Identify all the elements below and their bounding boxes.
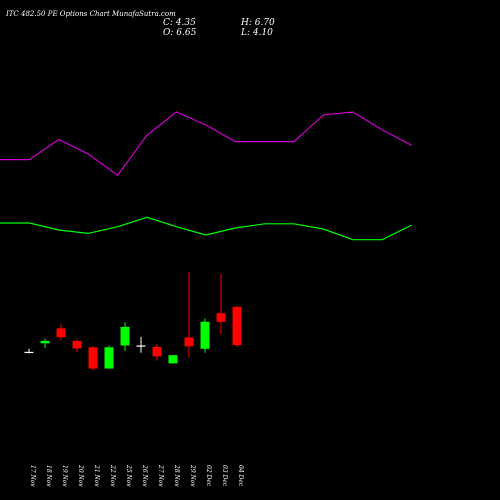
x-tick-label: 02 Dec	[205, 465, 212, 487]
candle-03-dec	[216, 274, 226, 335]
candle-body	[120, 326, 130, 346]
candle-body	[88, 347, 98, 369]
candle-body	[184, 337, 194, 347]
candle-body	[24, 351, 34, 354]
indicator-line-1	[0, 216, 412, 241]
x-tick-label: 18 Nov	[45, 465, 52, 487]
candles	[24, 271, 242, 371]
candle-28-nov	[168, 355, 178, 364]
candle-29-nov	[184, 271, 194, 358]
candle-body	[168, 355, 178, 364]
x-tick-label: 04 Dec	[237, 465, 244, 487]
ohlc-open-label: O: 6.65	[163, 28, 197, 38]
ohlc-close-label: C: 4.35	[163, 18, 196, 28]
x-tick-label: 21 Nov	[93, 464, 100, 487]
candle-18-nov	[40, 338, 50, 349]
ohlc-high-label: H: 6.70	[240, 18, 275, 28]
indicator-line-2	[0, 111, 412, 177]
candle-body	[104, 347, 114, 369]
x-tick-label: 26 Nov	[141, 464, 148, 487]
candle-body	[136, 345, 146, 347]
candle-body	[232, 306, 242, 346]
x-tick-label: 25 Nov	[125, 464, 132, 487]
candle-04-dec	[232, 305, 242, 347]
candle-body	[40, 340, 50, 344]
x-tick-label: 27 Nov	[157, 464, 164, 487]
chart-title: ITC 482.50 PE Options Chart MunafaSutra.…	[5, 10, 176, 18]
candle-body	[152, 346, 162, 357]
x-tick-label: 19 Nov	[61, 465, 68, 487]
candle-27-nov	[152, 343, 162, 361]
ohlc-low-label: L: 4.10	[240, 28, 273, 38]
candle-22-nov	[104, 345, 114, 369]
candle-20-nov	[72, 338, 82, 352]
candle-body	[56, 328, 66, 338]
candle-26-nov	[136, 336, 146, 353]
candle-17-nov	[24, 348, 34, 354]
x-tick-label: 17 Nov	[29, 465, 36, 487]
candle-21-nov	[88, 346, 98, 371]
indicator-lines	[0, 111, 412, 241]
x-tick-label: 20 Nov	[77, 464, 84, 487]
candle-body	[200, 321, 210, 349]
x-tick-label: 03 Dec	[221, 465, 228, 487]
candle-19-nov	[56, 323, 66, 341]
candle-body	[216, 313, 226, 322]
x-axis-ticks: 17 Nov 18 Nov 19 Nov 20 Nov 21 Nov 22 Nov 25 N…	[29, 464, 244, 487]
x-tick-label: 29 Nov	[189, 464, 196, 487]
candle-02-dec	[200, 318, 210, 353]
x-tick-label: 28 Nov	[173, 464, 180, 487]
x-tick-label: 22 Nov	[109, 464, 116, 487]
candle-body	[72, 340, 82, 349]
candle-25-nov	[120, 322, 130, 351]
